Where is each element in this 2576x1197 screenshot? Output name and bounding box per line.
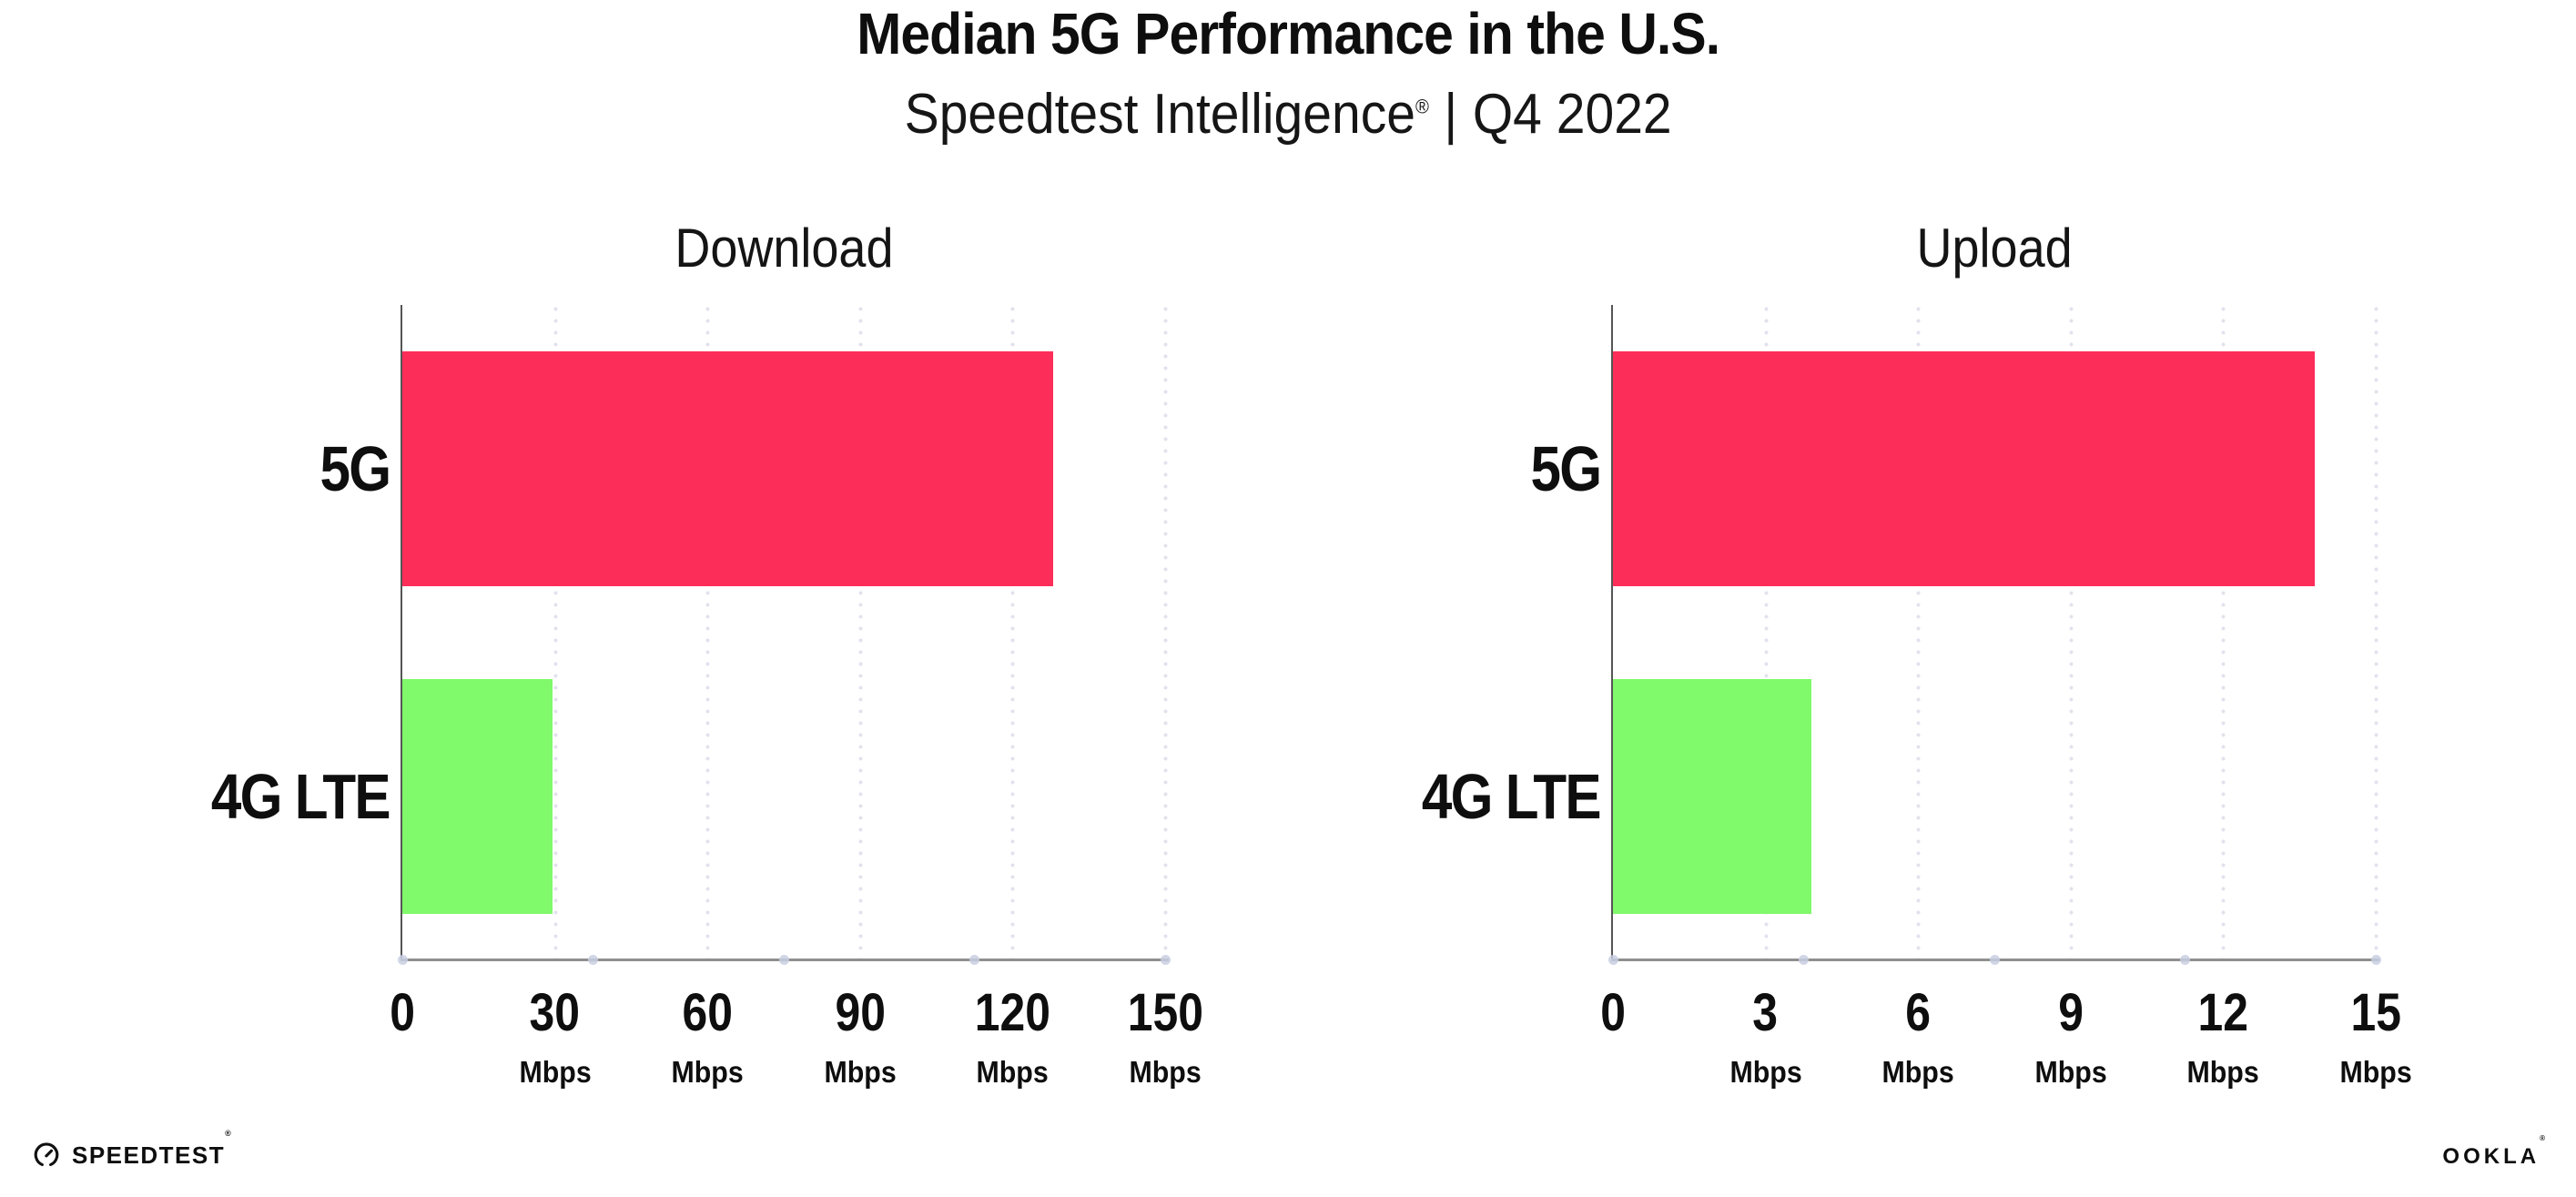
upload-tick-unit-15: Mbps xyxy=(2339,1055,2412,1089)
download-tick-label-120: 120 xyxy=(974,983,1051,1042)
upload-category-label-4g-lte: 4G LTE xyxy=(1422,761,1602,832)
upload-bar-4g-lte xyxy=(1613,679,1811,914)
gridline-3-upload xyxy=(1763,307,1769,959)
subtitle-separator: | xyxy=(1444,83,1458,146)
upload-tick-unit-3: Mbps xyxy=(1729,1055,1802,1089)
upload-tick-unit-12: Mbps xyxy=(2186,1055,2260,1089)
upload-tick-unit-6: Mbps xyxy=(1881,1055,1954,1089)
download-tick-unit-90: Mbps xyxy=(824,1055,897,1089)
download-tick-unit-150: Mbps xyxy=(1129,1055,1202,1089)
upload-plot-area xyxy=(1607,305,2381,965)
upload-tick-label-3: 3 xyxy=(1752,983,1779,1042)
gridline-150-download xyxy=(1163,307,1168,959)
upload-bar-5g xyxy=(1613,351,2315,586)
download-tick-unit-30: Mbps xyxy=(518,1055,592,1089)
download-category-label-5g: 5G xyxy=(319,433,391,504)
download-chart-title: Download xyxy=(674,218,894,279)
gridline-120-download xyxy=(1010,307,1016,959)
speedtest-gauge-icon xyxy=(34,1142,59,1167)
upload-tick-unit-9: Mbps xyxy=(2034,1055,2107,1089)
axis-tick-dot xyxy=(1799,955,1809,965)
download-bar-4g-lte xyxy=(402,679,553,914)
upload-category-label-5g: 5G xyxy=(1530,433,1602,504)
subtitle-period: Q4 2022 xyxy=(1472,83,1672,146)
download-category-label-4g-lte: 4G LTE xyxy=(211,761,391,832)
gridline-90-download xyxy=(857,307,863,959)
download-tick-unit-120: Mbps xyxy=(976,1055,1050,1089)
gridline-9-upload xyxy=(2068,307,2074,959)
ookla-registered-mark: ® xyxy=(2540,1134,2549,1142)
axis-tick-dot xyxy=(1160,955,1171,965)
download-tick-label-60: 60 xyxy=(682,983,733,1042)
page-title-text: Median 5G Performance in the U.S. xyxy=(857,1,1720,66)
gridline-30-download xyxy=(553,307,558,959)
subtitle-brand: Speedtest Intelligence xyxy=(904,83,1415,146)
download-tick-label-0: 0 xyxy=(390,983,415,1042)
download-bar-5g xyxy=(402,351,1054,586)
page-subtitle-text: Speedtest Intelligence® | Q4 2022 xyxy=(904,82,1671,147)
axis-tick-dot xyxy=(2180,955,2190,965)
upload-tick-label-9: 9 xyxy=(2057,983,2084,1042)
download-tick-label-90: 90 xyxy=(835,983,886,1042)
download-tick-label-150: 150 xyxy=(1127,983,1203,1042)
axis-tick-dot xyxy=(1989,955,2000,965)
gridline-6-upload xyxy=(1916,307,1922,959)
upload-tick-label-15: 15 xyxy=(2350,983,2401,1042)
gridline-15-upload xyxy=(2374,307,2378,959)
page-subtitle: Speedtest Intelligence® | Q4 2022 xyxy=(0,82,2576,147)
axis-tick-dot xyxy=(588,955,598,965)
registered-mark: ® xyxy=(1415,95,1429,118)
upload-y-axis xyxy=(1611,305,1613,959)
axis-tick-dot xyxy=(1607,955,1618,965)
upload-chart-title: Upload xyxy=(1916,218,2073,279)
download-tick-label-30: 30 xyxy=(529,983,581,1042)
ookla-logo: OOKLA ® xyxy=(2442,1135,2549,1170)
axis-tick-dot xyxy=(778,955,789,965)
speedtest-registered-mark: ® xyxy=(225,1128,233,1138)
download-plot-area xyxy=(397,305,1171,965)
upload-tick-label-0: 0 xyxy=(1600,983,1626,1042)
download-y-axis xyxy=(401,305,402,959)
speedtest-logo: SPEEDTEST® xyxy=(33,1128,233,1172)
upload-tick-label-12: 12 xyxy=(2197,983,2249,1042)
ookla-logo-text: OOKLA xyxy=(2442,1144,2541,1169)
page-title: Median 5G Performance in the U.S. xyxy=(0,0,2576,67)
axis-tick-dot xyxy=(969,955,979,965)
gridline-60-download xyxy=(705,307,711,959)
download-tick-unit-60: Mbps xyxy=(671,1055,744,1089)
axis-tick-dot xyxy=(2370,955,2381,965)
upload-tick-label-6: 6 xyxy=(1905,983,1932,1042)
gridline-12-upload xyxy=(2221,307,2226,959)
axis-tick-dot xyxy=(397,955,408,965)
speedtest-logo-text: SPEEDTEST® xyxy=(72,1128,233,1169)
